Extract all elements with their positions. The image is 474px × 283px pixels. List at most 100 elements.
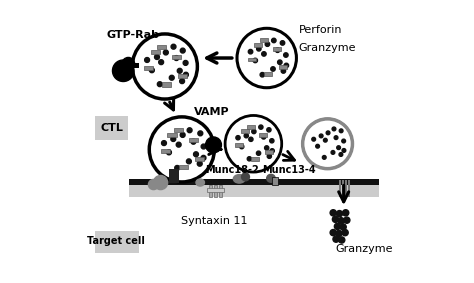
Circle shape xyxy=(191,139,196,144)
Circle shape xyxy=(330,210,337,216)
Circle shape xyxy=(249,137,253,142)
Circle shape xyxy=(270,149,274,153)
Circle shape xyxy=(176,142,181,147)
Circle shape xyxy=(239,145,244,149)
FancyBboxPatch shape xyxy=(259,133,267,137)
Circle shape xyxy=(166,150,172,155)
FancyBboxPatch shape xyxy=(129,63,139,68)
Ellipse shape xyxy=(196,179,204,186)
Circle shape xyxy=(342,139,346,143)
Circle shape xyxy=(270,139,274,143)
FancyBboxPatch shape xyxy=(179,165,188,170)
Circle shape xyxy=(187,128,192,133)
Circle shape xyxy=(201,144,206,149)
FancyBboxPatch shape xyxy=(248,57,256,61)
Circle shape xyxy=(283,53,288,57)
Circle shape xyxy=(272,38,276,43)
Circle shape xyxy=(175,166,180,170)
FancyBboxPatch shape xyxy=(195,157,204,161)
Circle shape xyxy=(154,175,168,190)
FancyBboxPatch shape xyxy=(339,180,341,197)
FancyBboxPatch shape xyxy=(174,128,183,132)
Circle shape xyxy=(197,161,202,166)
FancyBboxPatch shape xyxy=(260,38,268,42)
Circle shape xyxy=(201,155,206,160)
FancyBboxPatch shape xyxy=(273,177,278,185)
Text: VAMP: VAMP xyxy=(194,107,229,117)
Circle shape xyxy=(171,44,176,49)
FancyBboxPatch shape xyxy=(209,185,211,197)
Circle shape xyxy=(186,159,191,164)
Circle shape xyxy=(319,134,323,138)
FancyBboxPatch shape xyxy=(345,180,347,197)
Circle shape xyxy=(193,152,199,157)
Circle shape xyxy=(174,55,179,61)
FancyBboxPatch shape xyxy=(172,55,181,59)
Circle shape xyxy=(244,134,248,138)
Circle shape xyxy=(267,154,272,158)
FancyBboxPatch shape xyxy=(129,183,379,197)
Text: Perforin: Perforin xyxy=(299,25,342,35)
Circle shape xyxy=(265,42,270,46)
Circle shape xyxy=(280,41,285,45)
Circle shape xyxy=(312,137,316,141)
Circle shape xyxy=(157,82,162,87)
Text: Syntaxin 11: Syntaxin 11 xyxy=(181,216,247,226)
Circle shape xyxy=(333,236,339,242)
Circle shape xyxy=(339,129,343,133)
Circle shape xyxy=(340,224,346,230)
Circle shape xyxy=(180,79,184,83)
Text: GTP-Rab: GTP-Rab xyxy=(107,30,160,40)
FancyBboxPatch shape xyxy=(151,50,160,54)
Circle shape xyxy=(180,48,185,53)
Circle shape xyxy=(183,72,188,77)
Circle shape xyxy=(303,119,353,169)
Circle shape xyxy=(331,151,335,154)
Circle shape xyxy=(164,50,168,55)
FancyBboxPatch shape xyxy=(342,180,344,197)
Circle shape xyxy=(342,230,348,236)
FancyBboxPatch shape xyxy=(129,179,379,185)
Circle shape xyxy=(264,146,269,150)
Circle shape xyxy=(253,58,257,63)
FancyBboxPatch shape xyxy=(219,185,222,197)
Circle shape xyxy=(330,230,337,236)
Circle shape xyxy=(339,153,343,156)
Circle shape xyxy=(332,216,338,222)
Circle shape xyxy=(323,138,327,142)
FancyBboxPatch shape xyxy=(264,72,273,76)
Circle shape xyxy=(198,131,203,136)
Circle shape xyxy=(177,68,182,73)
Circle shape xyxy=(275,48,280,52)
Circle shape xyxy=(132,34,197,99)
Circle shape xyxy=(206,137,221,153)
Text: Granzyme: Granzyme xyxy=(336,244,393,254)
FancyBboxPatch shape xyxy=(95,231,139,253)
Text: Target cell: Target cell xyxy=(87,236,145,246)
Ellipse shape xyxy=(233,175,245,183)
Circle shape xyxy=(112,60,134,82)
Circle shape xyxy=(334,223,341,230)
Circle shape xyxy=(180,132,185,137)
Circle shape xyxy=(262,135,266,139)
Circle shape xyxy=(284,63,289,68)
Circle shape xyxy=(247,157,252,161)
FancyBboxPatch shape xyxy=(169,169,179,183)
Circle shape xyxy=(171,137,176,142)
Text: CTL: CTL xyxy=(100,123,123,133)
Circle shape xyxy=(149,68,155,73)
FancyBboxPatch shape xyxy=(161,149,170,153)
Circle shape xyxy=(326,131,330,135)
Circle shape xyxy=(337,146,340,149)
Circle shape xyxy=(155,55,159,59)
Circle shape xyxy=(262,52,266,56)
Circle shape xyxy=(337,211,343,217)
Circle shape xyxy=(242,173,249,181)
FancyBboxPatch shape xyxy=(189,138,198,142)
FancyBboxPatch shape xyxy=(235,143,243,147)
Circle shape xyxy=(159,60,164,65)
FancyBboxPatch shape xyxy=(273,47,281,51)
FancyBboxPatch shape xyxy=(95,116,128,140)
Circle shape xyxy=(332,127,336,131)
Circle shape xyxy=(322,156,326,159)
